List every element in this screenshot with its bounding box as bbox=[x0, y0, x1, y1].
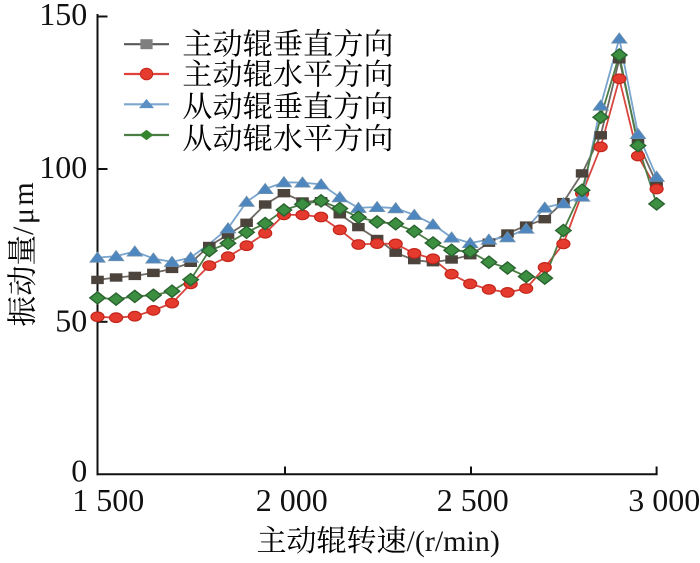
svg-text:/μm: /μm bbox=[7, 180, 40, 235]
svg-text:1 500: 1 500 bbox=[72, 482, 144, 518]
svg-text:2 500: 2 500 bbox=[437, 482, 509, 518]
svg-text:3 000: 3 000 bbox=[628, 482, 700, 518]
svg-text:50: 50 bbox=[55, 303, 87, 339]
svg-text:150: 150 bbox=[39, 0, 87, 32]
svg-text:100: 100 bbox=[39, 149, 87, 185]
svg-text:0: 0 bbox=[71, 452, 87, 488]
svg-text:/(r/min): /(r/min) bbox=[407, 525, 500, 558]
svg-text:2 000: 2 000 bbox=[256, 482, 328, 518]
